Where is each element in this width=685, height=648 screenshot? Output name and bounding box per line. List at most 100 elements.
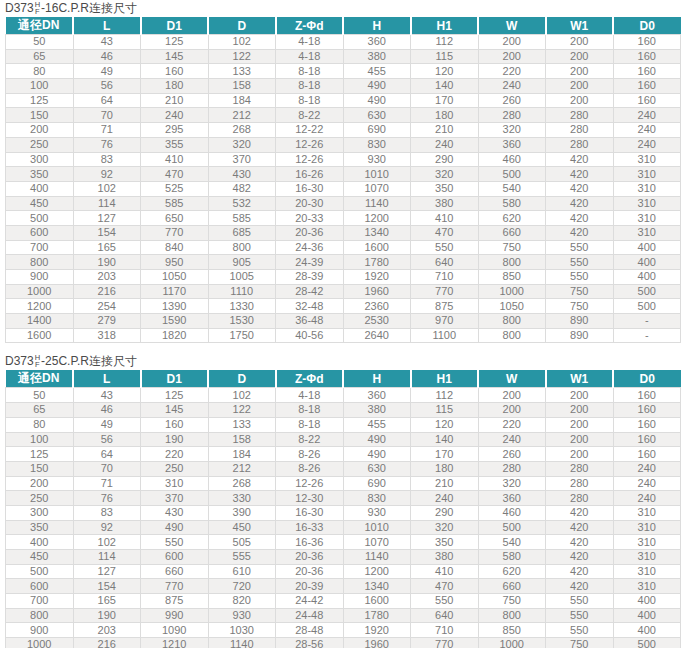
column-header: Z-Φd: [276, 17, 344, 35]
column-header: 通径DN: [6, 17, 74, 35]
table-cell: 1050: [141, 270, 209, 285]
table-cell: 690: [343, 476, 411, 491]
table-cell: 28-42: [276, 284, 344, 299]
table-cell: 112: [411, 35, 479, 50]
table-row: 125642101848-18490170260200160: [6, 93, 681, 108]
table-cell: 200: [546, 417, 614, 432]
table-row: 2007131026812-26690210320280240: [6, 476, 681, 491]
table-cell: 1070: [343, 535, 411, 550]
table-row: 45011460055520-361140380580420310: [6, 550, 681, 565]
table-cell: 140: [411, 432, 479, 447]
table-cell: 420: [546, 505, 614, 520]
table-cell: 4-18: [276, 49, 344, 64]
table-cell: 800: [478, 608, 546, 623]
table-cell: 550: [546, 594, 614, 609]
table-cell: 115: [411, 403, 479, 418]
table-cell: 165: [73, 240, 141, 255]
table-cell: 40-56: [276, 328, 344, 343]
table-cell: 56: [73, 432, 141, 447]
dimension-table-pn16: 通径DNLD1DZ-ΦdHH1WW1D050431251024-18360112…: [5, 17, 681, 343]
table-cell: 930: [208, 608, 276, 623]
table-cell: 133: [208, 64, 276, 79]
table-cell: 200: [478, 49, 546, 64]
table-cell: 990: [141, 608, 209, 623]
column-header: D0: [613, 370, 681, 388]
table-cell: 550: [141, 535, 209, 550]
table-cell: 1170: [141, 284, 209, 299]
header-row: 通径DNLD1DZ-ΦdHH1WW1D0: [6, 17, 681, 35]
table-cell: 455: [343, 64, 411, 79]
table-cell: 1000: [478, 638, 546, 648]
table-cell: 160: [613, 79, 681, 94]
table-row: 2507635532012-26830240360280240: [6, 137, 681, 152]
title-suffix: -25C.P.R连接尺寸: [41, 355, 137, 368]
table-cell: 16-36: [276, 535, 344, 550]
table-cell: 420: [546, 167, 614, 182]
table-cell: 970: [411, 314, 479, 329]
table-cell: 1340: [343, 579, 411, 594]
table-cell: 102: [208, 388, 276, 403]
table-cell: 160: [613, 403, 681, 418]
table-cell: 1820: [141, 328, 209, 343]
table-cell: 1140: [343, 550, 411, 565]
table-cell: 71: [73, 476, 141, 491]
table-cell: -: [613, 314, 681, 329]
table-cell: 92: [73, 520, 141, 535]
table-cell: 875: [411, 299, 479, 314]
table-cell: 830: [343, 491, 411, 506]
table-cell: 114: [73, 196, 141, 211]
table-cell: 102: [73, 535, 141, 550]
table-cell: 43: [73, 388, 141, 403]
table-cell: 200: [546, 64, 614, 79]
table-cell: 2360: [343, 299, 411, 314]
table-cell: 350: [411, 181, 479, 196]
table-cell: 16-30: [276, 181, 344, 196]
table-row: 40010252548216-301070350540420310: [6, 181, 681, 196]
table-cell: 350: [411, 535, 479, 550]
table-cell: 240: [613, 461, 681, 476]
table-row: 2507637033012-30830240360280240: [6, 491, 681, 506]
table-row: 9002031050100528-391920710850550400: [6, 270, 681, 285]
table-cell: 1070: [343, 181, 411, 196]
table-cell: 550: [546, 255, 614, 270]
table-cell: 1000: [6, 638, 74, 648]
table-cell: 630: [343, 108, 411, 123]
column-header: H1: [411, 370, 479, 388]
table-cell: 470: [411, 579, 479, 594]
column-header: W: [478, 370, 546, 388]
table-cell: 310: [613, 181, 681, 196]
title-sub: F: [35, 362, 40, 369]
dimension-table-pn25: 通径DNLD1DZ-ΦdHH1WW1D050431251024-18360112…: [5, 370, 681, 648]
table-cell: 450: [6, 550, 74, 565]
table-cell: 216: [73, 638, 141, 648]
table-row: 3008341037012-26930290460420310: [6, 152, 681, 167]
table-cell: 310: [613, 505, 681, 520]
table-cell: 1920: [343, 623, 411, 638]
table-cell: 260: [478, 447, 546, 462]
table-cell: 64: [73, 447, 141, 462]
table-cell: 930: [343, 152, 411, 167]
table-cell: 1200: [343, 564, 411, 579]
table-cell: 1780: [343, 255, 411, 270]
table-cell: 65: [6, 403, 74, 418]
table-cell: 370: [141, 491, 209, 506]
table-cell: 20-36: [276, 564, 344, 579]
table-cell: 840: [141, 240, 209, 255]
table-cell: 1600: [343, 240, 411, 255]
table-row: 45011458553220-301140380580420310: [6, 196, 681, 211]
table-cell: 490: [343, 79, 411, 94]
table-cell: 770: [141, 579, 209, 594]
table-cell: 16-30: [276, 505, 344, 520]
table-cell: 200: [546, 79, 614, 94]
table-cell: 212: [208, 108, 276, 123]
table-cell: 410: [411, 564, 479, 579]
table-cell: 203: [73, 623, 141, 638]
table-cell: 1090: [141, 623, 209, 638]
table-cell: 140: [411, 79, 479, 94]
table-cell: 850: [478, 270, 546, 285]
table-cell: 158: [208, 79, 276, 94]
title-model: D373: [5, 2, 34, 15]
table-cell: 240: [411, 137, 479, 152]
table-cell: 430: [141, 505, 209, 520]
table-cell: 32-48: [276, 299, 344, 314]
